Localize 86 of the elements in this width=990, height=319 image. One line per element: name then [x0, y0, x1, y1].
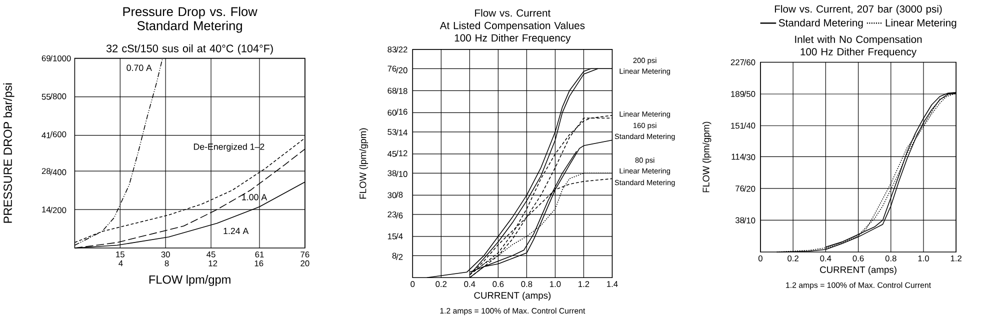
- chart-subtitle: 32 cSt/150 sus oil at 40°C (104°F): [106, 44, 273, 54]
- x-tick-label: 0.2: [436, 281, 447, 287]
- y-tick-label: 69: [42, 55, 50, 62]
- x2-tick-label: 4: [118, 260, 123, 266]
- x-tick-label: 0.6: [852, 255, 864, 262]
- y-tick-label: 45: [388, 150, 396, 157]
- y-tick-label: 38: [735, 217, 744, 224]
- x-tick-label: 61: [255, 251, 264, 258]
- x-axis-title: CURRENT (amps): [474, 292, 551, 300]
- x-tick-label: 1.2: [950, 255, 962, 262]
- y2-tick-label: /50: [744, 90, 756, 97]
- y2-tick-label: /10: [744, 217, 756, 224]
- y-tick-label: 76: [736, 185, 744, 192]
- x2-tick-label: 8: [164, 260, 169, 266]
- x-tick-label: 0: [410, 281, 415, 287]
- x-tick-label: 0.6: [492, 281, 504, 287]
- y2-tick-label: /60: [744, 59, 756, 66]
- y2-tick-label: /400: [50, 168, 66, 176]
- y-tick-label: 30: [388, 192, 396, 198]
- y-tick-label: 41: [42, 132, 50, 138]
- series-label: 1.24 A: [224, 228, 249, 234]
- x-tick-label: 1.4: [607, 281, 618, 287]
- chart-title: Flow vs. Current: [475, 8, 551, 17]
- y2-tick-label: /40: [744, 122, 756, 128]
- chart-title: Flow vs. Current, 207 bar (3000 psi): [774, 4, 942, 15]
- y-tick-label: 68: [388, 88, 396, 94]
- y2-tick-label: /16: [396, 108, 408, 115]
- y-tick-label: 83: [388, 46, 396, 52]
- chart-subtitle: At Listed Compensation Values 100 Hz Dither Frequency: [440, 22, 585, 44]
- x2-tick-label: 12: [208, 260, 218, 266]
- x-tick-label: 15: [116, 251, 124, 258]
- y-tick-label: 53: [388, 128, 396, 135]
- series-label: 1.00 A: [242, 194, 268, 200]
- legend-label: Linear Metering: [886, 18, 956, 28]
- x-tick-label: 1.0: [550, 281, 561, 287]
- x-tick-label: 0.2: [788, 255, 798, 262]
- y2-tick-label: /20: [396, 67, 408, 74]
- y-tick-label: 14: [42, 206, 51, 212]
- x2-tick-label: 20: [300, 260, 310, 266]
- y2-tick-label: /18: [396, 88, 408, 94]
- y-tick-label: 114: [732, 154, 744, 160]
- y2-tick-label: /12: [396, 150, 408, 156]
- y-tick-label: 28: [42, 168, 50, 174]
- y-tick-label: 151: [731, 122, 744, 129]
- y2-tick-label: /200: [50, 206, 66, 214]
- y2-tick-label: /30: [744, 154, 756, 160]
- y2-tick-label: /20: [744, 186, 756, 192]
- legend-label: Standard Metering: [778, 18, 863, 28]
- x-tick-label: 0.8: [521, 281, 532, 287]
- x-tick-label: 45: [206, 251, 216, 258]
- series-label: 0.70 A: [126, 64, 152, 71]
- x-tick-label: 0.4: [820, 255, 832, 262]
- x-axis-title: CURRENT (amps): [820, 266, 896, 275]
- y2-tick-label: /22: [396, 46, 408, 52]
- x-tick-label: 30: [161, 251, 170, 258]
- y2-tick-label: /8: [396, 192, 403, 198]
- x2-tick-label: 16: [254, 260, 264, 266]
- y-tick-label: 76: [388, 66, 396, 72]
- chart-title: Pressure Drop vs. Flow Standard Metering: [123, 6, 258, 33]
- x-tick-label: 1.0: [918, 255, 929, 262]
- y2-tick-label: /14: [396, 129, 408, 136]
- y-tick-label: 55: [42, 94, 50, 100]
- y2-tick-label: /4: [396, 233, 403, 240]
- y-axis-title: PRESSURE DROP bar/psi: [3, 83, 14, 223]
- y-tick-label: 23: [388, 211, 396, 218]
- x-tick-label: 0.4: [464, 281, 476, 287]
- y2-tick-label: /600: [50, 131, 66, 138]
- chart-subtitle: Inlet with No Compensation 100 Hz Dither Frequency: [795, 35, 922, 58]
- x-tick-label: 76: [300, 251, 310, 258]
- y-tick-label: 227: [730, 59, 744, 66]
- y-tick-label: 8: [392, 252, 396, 259]
- x-tick-label: 0.8: [885, 255, 896, 262]
- x-tick-label: 0: [758, 255, 762, 262]
- x-tick-label: 1.2: [578, 281, 590, 287]
- y2-tick-label: /800: [50, 93, 66, 100]
- y-tick-label: 60: [388, 110, 396, 116]
- y-axis-title: FLOW (lpm/gpm): [702, 122, 712, 192]
- y-axis-title: FLOW (lpm/gpm): [359, 128, 368, 199]
- x-axis-title: FLOW lpm/gpm: [149, 274, 230, 286]
- y-tick-label: 189: [731, 90, 744, 97]
- y-tick-label: 15: [388, 233, 396, 240]
- y-tick-label: 38: [388, 170, 396, 176]
- y2-tick-label: /6: [396, 212, 403, 218]
- y2-tick-label: /10: [396, 170, 408, 177]
- y2-tick-label: /1000: [50, 55, 71, 62]
- y2-tick-label: /2: [396, 254, 403, 260]
